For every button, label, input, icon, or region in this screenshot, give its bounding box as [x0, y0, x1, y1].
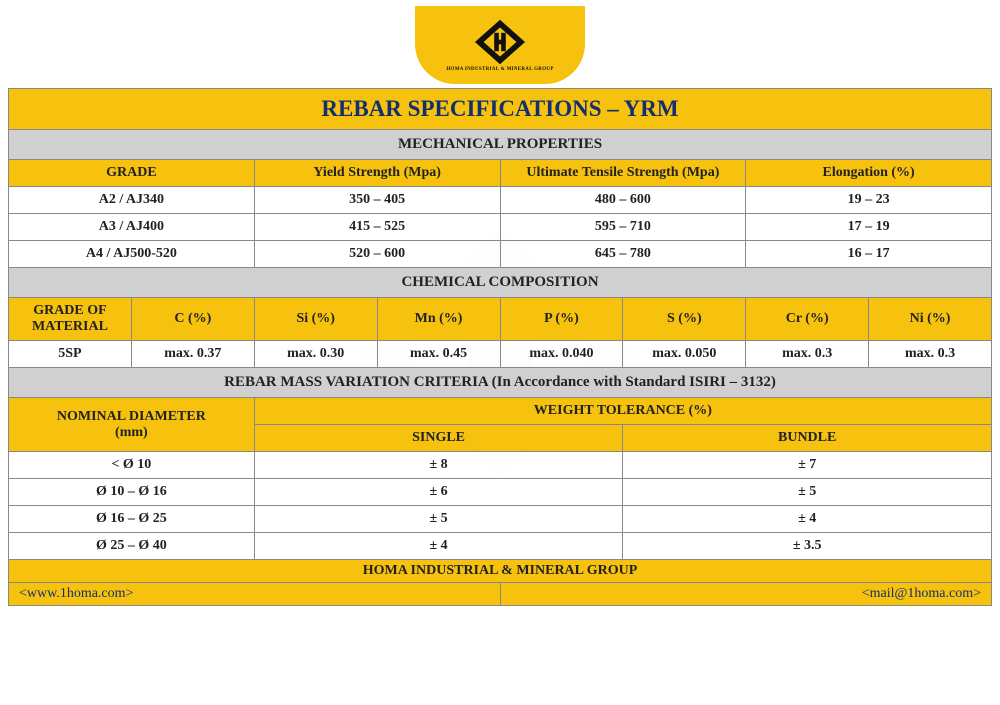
- mass-col-tol: WEIGHT TOLERANCE (%): [254, 398, 991, 425]
- table-cell: 19 – 23: [746, 187, 992, 214]
- table-cell: ± 6: [254, 479, 623, 506]
- mass-sub-bundle: BUNDLE: [623, 425, 992, 452]
- chem-col: P (%): [500, 298, 623, 341]
- table-cell: max. 0.37: [131, 341, 254, 368]
- mass-heading: REBAR MASS VARIATION CRITERIA (In Accord…: [9, 368, 992, 398]
- mass-col-diam: NOMINAL DIAMETER (mm): [9, 398, 255, 452]
- table-cell: A4 / AJ500-520: [9, 241, 255, 268]
- table-cell: ± 5: [254, 506, 623, 533]
- chem-heading: CHEMICAL COMPOSITION: [9, 268, 992, 298]
- table-cell: ± 8: [254, 452, 623, 479]
- table-cell: max. 0.30: [254, 341, 377, 368]
- chem-col: GRADE OF MATERIAL: [9, 298, 132, 341]
- footer-email[interactable]: <mail@1homa.com>: [500, 583, 992, 606]
- table-cell: 595 – 710: [500, 214, 746, 241]
- mass-sub-single: SINGLE: [254, 425, 623, 452]
- table-cell: 16 – 17: [746, 241, 992, 268]
- mech-heading: MECHANICAL PROPERTIES: [9, 130, 992, 160]
- table-cell: Ø 16 – Ø 25: [9, 506, 255, 533]
- table-cell: < Ø 10: [9, 452, 255, 479]
- table-cell: max. 0.45: [377, 341, 500, 368]
- table-cell: Ø 25 – Ø 40: [9, 533, 255, 560]
- footer-web[interactable]: <www.1homa.com>: [9, 583, 501, 606]
- table-cell: ± 4: [623, 506, 992, 533]
- table-cell: 17 – 19: [746, 214, 992, 241]
- table-cell: 415 – 525: [254, 214, 500, 241]
- mech-col-uts: Ultimate Tensile Strength (Mpa): [500, 160, 746, 187]
- spec-table: REBAR SPECIFICATIONS – YRM MECHANICAL PR…: [8, 88, 992, 606]
- doc-title: REBAR SPECIFICATIONS – YRM: [9, 89, 992, 130]
- table-cell: A3 / AJ400: [9, 214, 255, 241]
- mech-col-yield: Yield Strength (Mpa): [254, 160, 500, 187]
- table-cell: ± 5: [623, 479, 992, 506]
- chem-col: C (%): [131, 298, 254, 341]
- chem-col: Ni (%): [869, 298, 992, 341]
- table-cell: 5SP: [9, 341, 132, 368]
- table-cell: ± 3.5: [623, 533, 992, 560]
- chem-col: Mn (%): [377, 298, 500, 341]
- table-cell: 520 – 600: [254, 241, 500, 268]
- footer-company: HOMA INDUSTRIAL & MINERAL GROUP: [9, 560, 992, 583]
- table-cell: max. 0.3: [746, 341, 869, 368]
- chem-col: S (%): [623, 298, 746, 341]
- logo-subtext: HOMA INDUSTRIAL & MINERAL GROUP: [446, 67, 553, 72]
- table-cell: 645 – 780: [500, 241, 746, 268]
- mech-col-grade: GRADE: [9, 160, 255, 187]
- company-logo: HOMA INDUSTRIAL & MINERAL GROUP: [415, 6, 585, 84]
- table-cell: max. 0.3: [869, 341, 992, 368]
- table-cell: Ø 10 – Ø 16: [9, 479, 255, 506]
- table-cell: ± 4: [254, 533, 623, 560]
- table-cell: max. 0.050: [623, 341, 746, 368]
- chem-col: Cr (%): [746, 298, 869, 341]
- table-cell: ± 7: [623, 452, 992, 479]
- chem-col: Si (%): [254, 298, 377, 341]
- table-cell: A2 / AJ340: [9, 187, 255, 214]
- table-cell: 350 – 405: [254, 187, 500, 214]
- table-cell: 480 – 600: [500, 187, 746, 214]
- mech-col-elong: Elongation (%): [746, 160, 992, 187]
- table-cell: max. 0.040: [500, 341, 623, 368]
